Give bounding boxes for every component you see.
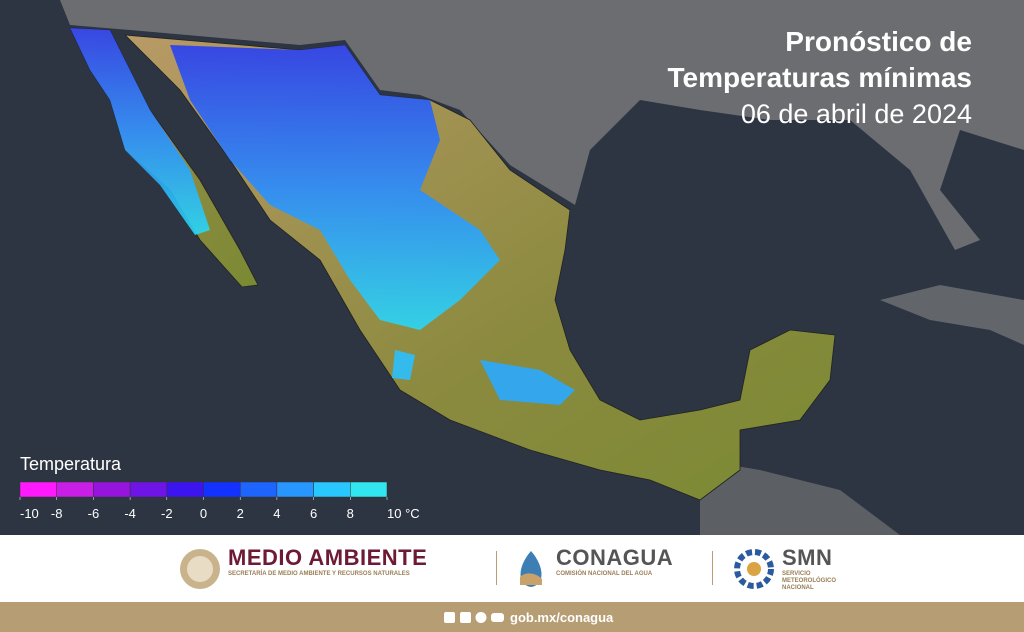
social-icons [444, 612, 504, 623]
legend-tick-label: 10 °C [387, 506, 420, 521]
legend-swatch [203, 481, 241, 498]
emblem [180, 549, 220, 589]
cold-area [392, 350, 415, 380]
us-land [60, 0, 1024, 250]
map: Temperatura -10 -8 -6 -4 -2 0 2 4 6 8 10 °C [0, 0, 1024, 535]
legend-swatch [276, 481, 314, 498]
footer: MEDIO AMBIENTE SECRETARÍA DE MEDIO AMBIE… [0, 535, 1024, 602]
logo-subtitle: SECRETARÍA DE MEDIO AMBIENTE Y RECURSOS … [228, 571, 410, 577]
legend-tick-label: 4 [273, 506, 280, 521]
url[interactable]: gob.mx/conagua [510, 610, 614, 625]
legend-tick-label: 2 [237, 506, 244, 521]
title-line: Temperaturas mínimas [667, 62, 973, 93]
logo-subtitle: METEOROLÓGICO [782, 578, 836, 584]
logo-name: SMN [782, 545, 833, 570]
logo-subtitle: NACIONAL [782, 585, 814, 591]
legend-tick-label: 6 [310, 506, 317, 521]
legend-swatch [93, 481, 131, 498]
legend-title: Temperatura [20, 454, 122, 474]
separator [496, 551, 497, 585]
title-line: Pronóstico de [785, 26, 972, 57]
title-block: Pronóstico de Temperaturas mínimas 06 de… [668, 24, 973, 132]
bottom-band: gob.mx/conagua [0, 602, 1024, 632]
cold-area [480, 360, 575, 405]
legend-swatch [166, 481, 204, 498]
legend-swatch [129, 481, 168, 498]
logo-name: MEDIO AMBIENTE [228, 545, 428, 570]
legend-swatch [239, 481, 278, 498]
legend-tick-label: 8 [347, 506, 354, 521]
legend-swatch [313, 481, 351, 498]
logo-subtitle: SERVICIO [782, 571, 811, 577]
cold-area [70, 28, 210, 235]
legend-swatch [350, 481, 388, 498]
separator [712, 551, 713, 585]
cold-area [170, 45, 500, 330]
legend-swatch [19, 481, 57, 498]
cuba [880, 285, 1024, 345]
logo[interactable]: MEDIO AMBIENTE SECRETARÍA DE MEDIO AMBIE… [228, 545, 427, 578]
legend-tick-label: -6 [88, 506, 100, 521]
legend: Temperatura -10 -8 -6 -4 -2 0 2 4 6 8 10 °C [19, 454, 420, 521]
legend-tick-label: 0 [200, 506, 207, 521]
date: 06 de abril de 2024 [740, 99, 972, 129]
logo[interactable]: SMN SERVICIO METEOROLÓGICO NACIONAL [782, 545, 836, 592]
logo[interactable]: CONAGUA COMISIÓN NACIONAL DEL AGUA [556, 545, 673, 578]
conagua-icon [520, 551, 542, 587]
legend-tick-label: -10 [20, 506, 39, 521]
logo-name: CONAGUA [556, 545, 674, 570]
legend-swatch [56, 481, 94, 498]
central-america [700, 460, 900, 535]
smn-icon [734, 549, 774, 589]
legend-tick-label: -4 [124, 506, 136, 521]
legend-tick-label: -8 [51, 506, 63, 521]
logo-subtitle: COMISIÓN NACIONAL DEL AGUA [556, 571, 653, 577]
legend-tick-label: -2 [161, 506, 173, 521]
